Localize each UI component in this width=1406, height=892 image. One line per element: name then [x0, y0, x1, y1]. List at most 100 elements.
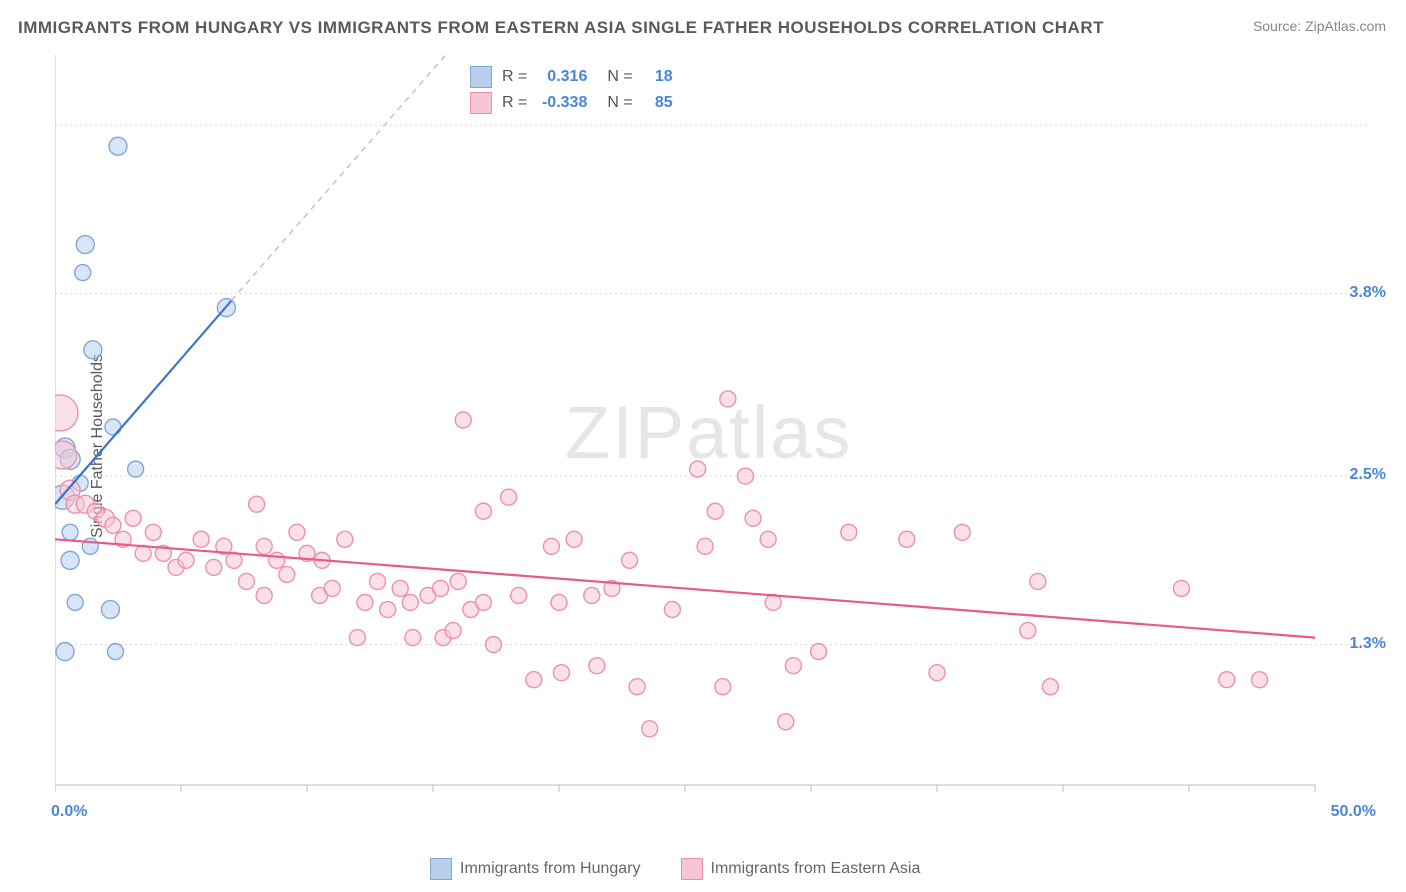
data-point: [642, 721, 658, 737]
legend-swatch: [681, 858, 703, 880]
data-point: [720, 391, 736, 407]
data-point: [543, 538, 559, 554]
data-point: [622, 552, 638, 568]
data-point: [1030, 573, 1046, 589]
data-point: [370, 573, 386, 589]
data-point: [455, 412, 471, 428]
data-point: [954, 524, 970, 540]
data-point: [256, 538, 272, 554]
chart-container: IMMIGRANTS FROM HUNGARY VS IMMIGRANTS FR…: [0, 0, 1406, 892]
data-point: [337, 531, 353, 547]
data-point: [76, 236, 94, 254]
data-point: [357, 595, 373, 611]
data-point: [697, 538, 713, 554]
data-point: [239, 573, 255, 589]
y-tick-label: 2.5%: [1350, 466, 1386, 484]
data-point: [526, 672, 542, 688]
data-point: [84, 341, 102, 359]
r-label: R =: [502, 68, 527, 86]
data-point: [178, 552, 194, 568]
data-point: [760, 531, 776, 547]
n-value: 85: [643, 94, 673, 112]
data-point: [135, 545, 151, 561]
legend-swatch: [470, 92, 492, 114]
n-value: 18: [643, 68, 673, 86]
data-point: [737, 468, 753, 484]
data-point: [450, 573, 466, 589]
data-point: [715, 679, 731, 695]
data-point: [107, 644, 123, 660]
data-point: [125, 510, 141, 526]
data-point: [551, 595, 567, 611]
data-point: [56, 643, 74, 661]
stats-legend-row: R = 0.316 N = 18: [470, 64, 673, 90]
chart-title: IMMIGRANTS FROM HUNGARY VS IMMIGRANTS FR…: [18, 18, 1104, 38]
data-point: [269, 552, 285, 568]
data-point: [566, 531, 582, 547]
bottom-legend: Immigrants from Hungary Immigrants from E…: [430, 858, 920, 880]
y-tick-label: 1.3%: [1350, 635, 1386, 653]
data-point: [55, 395, 78, 431]
x-tick-label: 0.0%: [51, 803, 87, 821]
n-label: N =: [607, 94, 632, 112]
data-point: [511, 587, 527, 603]
legend-label: Immigrants from Hungary: [460, 860, 641, 878]
data-point: [101, 601, 119, 619]
y-tick-label: 3.8%: [1350, 284, 1386, 302]
n-label: N =: [607, 68, 632, 86]
data-point: [109, 137, 127, 155]
data-point: [62, 524, 78, 540]
legend-label: Immigrants from Eastern Asia: [711, 860, 921, 878]
data-point: [629, 679, 645, 695]
data-point: [75, 265, 91, 281]
data-point: [664, 602, 680, 618]
data-point: [475, 503, 491, 519]
trend-line: [55, 301, 231, 505]
data-point: [1020, 623, 1036, 639]
data-point: [501, 489, 517, 505]
data-point: [380, 602, 396, 618]
data-point: [256, 587, 272, 603]
r-value: -0.338: [537, 94, 587, 112]
data-point: [475, 595, 491, 611]
source-text: Source: ZipAtlas.com: [1253, 18, 1386, 34]
r-value: 0.316: [537, 68, 587, 86]
data-point: [193, 531, 209, 547]
r-label: R =: [502, 94, 527, 112]
data-point: [405, 630, 421, 646]
data-point: [778, 714, 794, 730]
data-point: [279, 566, 295, 582]
data-point: [1173, 580, 1189, 596]
stats-legend-row: R = -0.338 N = 85: [470, 90, 673, 116]
data-point: [707, 503, 723, 519]
data-point: [690, 461, 706, 477]
data-point: [445, 623, 461, 639]
x-tick-label: 50.0%: [1331, 803, 1376, 821]
data-point: [105, 419, 121, 435]
data-point: [324, 580, 340, 596]
data-point: [105, 517, 121, 533]
data-point: [289, 524, 305, 540]
data-point: [349, 630, 365, 646]
data-point: [433, 580, 449, 596]
trend-line-extrapolated: [231, 55, 445, 301]
data-point: [206, 559, 222, 575]
data-point: [485, 637, 501, 653]
data-point: [61, 551, 79, 569]
data-point: [1219, 672, 1235, 688]
data-point: [811, 644, 827, 660]
data-point: [392, 580, 408, 596]
data-point: [899, 531, 915, 547]
data-point: [554, 665, 570, 681]
legend-swatch: [430, 858, 452, 880]
data-point: [402, 595, 418, 611]
legend-swatch: [470, 66, 492, 88]
stats-legend-box: R = 0.316 N = 18 R = -0.338 N = 85: [460, 60, 683, 120]
data-point: [145, 524, 161, 540]
data-point: [1252, 672, 1268, 688]
scatter-plot-svg: [55, 55, 1375, 865]
data-point: [1042, 679, 1058, 695]
data-point: [67, 595, 83, 611]
data-point: [589, 658, 605, 674]
data-point: [55, 441, 77, 469]
